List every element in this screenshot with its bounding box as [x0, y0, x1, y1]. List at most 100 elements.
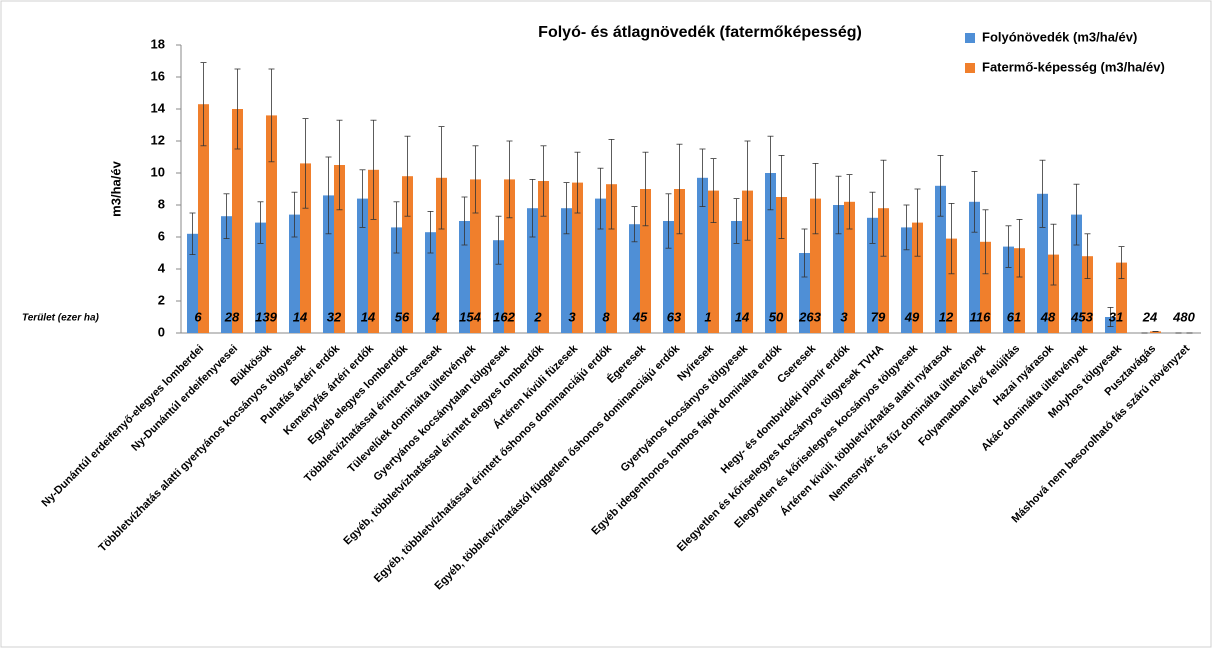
error-bar: [472, 145, 479, 214]
error-bar: [812, 162, 819, 235]
area-label: 31: [1109, 309, 1123, 324]
bar: [538, 181, 549, 333]
legend-swatch: [965, 63, 975, 73]
bar: [436, 177, 447, 333]
bar: [572, 182, 583, 333]
error-bar: [189, 212, 196, 256]
area-label: 480: [1172, 309, 1195, 324]
error-bar: [529, 178, 536, 238]
error-bar: [336, 119, 343, 211]
bar: [221, 216, 232, 333]
area-label: 14: [293, 309, 308, 324]
bar: [391, 227, 402, 333]
y-tick-label: 0: [158, 324, 165, 339]
y-axis-label: m3/ha/év: [108, 160, 123, 216]
bar: [935, 185, 946, 333]
area-label: 162: [493, 309, 515, 324]
error-bar: [291, 191, 298, 238]
area-label: 12: [939, 309, 954, 324]
y-tick-label: 4: [158, 260, 166, 275]
bar: [629, 224, 640, 333]
bar: [232, 109, 243, 333]
bar: [289, 214, 300, 333]
area-label: 49: [904, 309, 920, 324]
error-bar: [506, 140, 513, 219]
error-bar: [948, 202, 955, 275]
bar: [878, 208, 889, 333]
error-bar: [268, 68, 275, 163]
bar: [459, 221, 470, 333]
bar: [912, 222, 923, 333]
bar: [1003, 246, 1014, 333]
error-bar: [223, 193, 230, 240]
error-bar: [1107, 306, 1114, 328]
error-bar: [937, 154, 944, 217]
error-bar: [767, 135, 774, 211]
error-bar: [302, 118, 309, 209]
bar: [1082, 256, 1093, 333]
bar: [697, 177, 708, 333]
bar: [470, 179, 481, 333]
error-bar: [846, 174, 853, 230]
bar: [901, 227, 912, 333]
bar: [1037, 193, 1048, 333]
bar: [765, 173, 776, 333]
error-bar: [642, 151, 649, 227]
error-bar: [1084, 233, 1091, 280]
bar: [867, 217, 878, 333]
area-label: 14: [735, 309, 750, 324]
area-label: 3: [840, 309, 848, 324]
bar: [1048, 254, 1059, 333]
bar: [266, 115, 277, 334]
y-tick-label: 8: [158, 196, 165, 211]
bar: [969, 201, 980, 333]
error-bar: [404, 135, 411, 217]
bar: [1014, 248, 1025, 333]
y-tick-label: 14: [151, 100, 166, 115]
error-bar: [869, 191, 876, 244]
error-bar: [914, 188, 921, 257]
error-bar: [699, 148, 706, 208]
area-label: 61: [1007, 309, 1021, 324]
area-label: 6: [194, 309, 202, 324]
area-label: 14: [361, 309, 376, 324]
error-bar: [710, 158, 717, 224]
bar: [425, 232, 436, 333]
error-bar: [370, 119, 377, 220]
area-label: 24: [1142, 309, 1158, 324]
bar: [980, 241, 991, 333]
legend-swatch: [965, 33, 975, 43]
bar: [640, 189, 651, 333]
area-label: 4: [431, 309, 440, 324]
bar: [1071, 214, 1082, 333]
error-bar: [903, 204, 910, 251]
error-bar: [971, 170, 978, 233]
bar: [504, 179, 515, 333]
bar: [1150, 331, 1161, 333]
bar: [606, 184, 617, 333]
error-bar: [631, 206, 638, 243]
error-bar: [359, 169, 366, 228]
bar: [334, 165, 345, 333]
bar: [799, 253, 810, 333]
error-bar: [1039, 159, 1046, 228]
bar: [368, 169, 379, 333]
error-bar: [200, 62, 207, 147]
error-bar: [257, 201, 264, 244]
bar: [595, 198, 606, 333]
area-label: 2: [533, 309, 542, 324]
y-tick-label: 12: [151, 132, 165, 147]
bar: [776, 197, 787, 333]
error-bar: [1016, 218, 1023, 278]
error-bar: [563, 182, 570, 235]
error-bar: [597, 167, 604, 230]
area-label: 8: [602, 309, 610, 324]
bar: [742, 190, 753, 333]
bar: [527, 208, 538, 333]
error-bar: [1005, 225, 1012, 268]
chart-title: Folyó- és átlagnövedék (fatermőképesség): [538, 24, 862, 41]
error-bar: [801, 228, 808, 278]
bar: [810, 198, 821, 333]
y-tick-label: 2: [158, 292, 165, 307]
